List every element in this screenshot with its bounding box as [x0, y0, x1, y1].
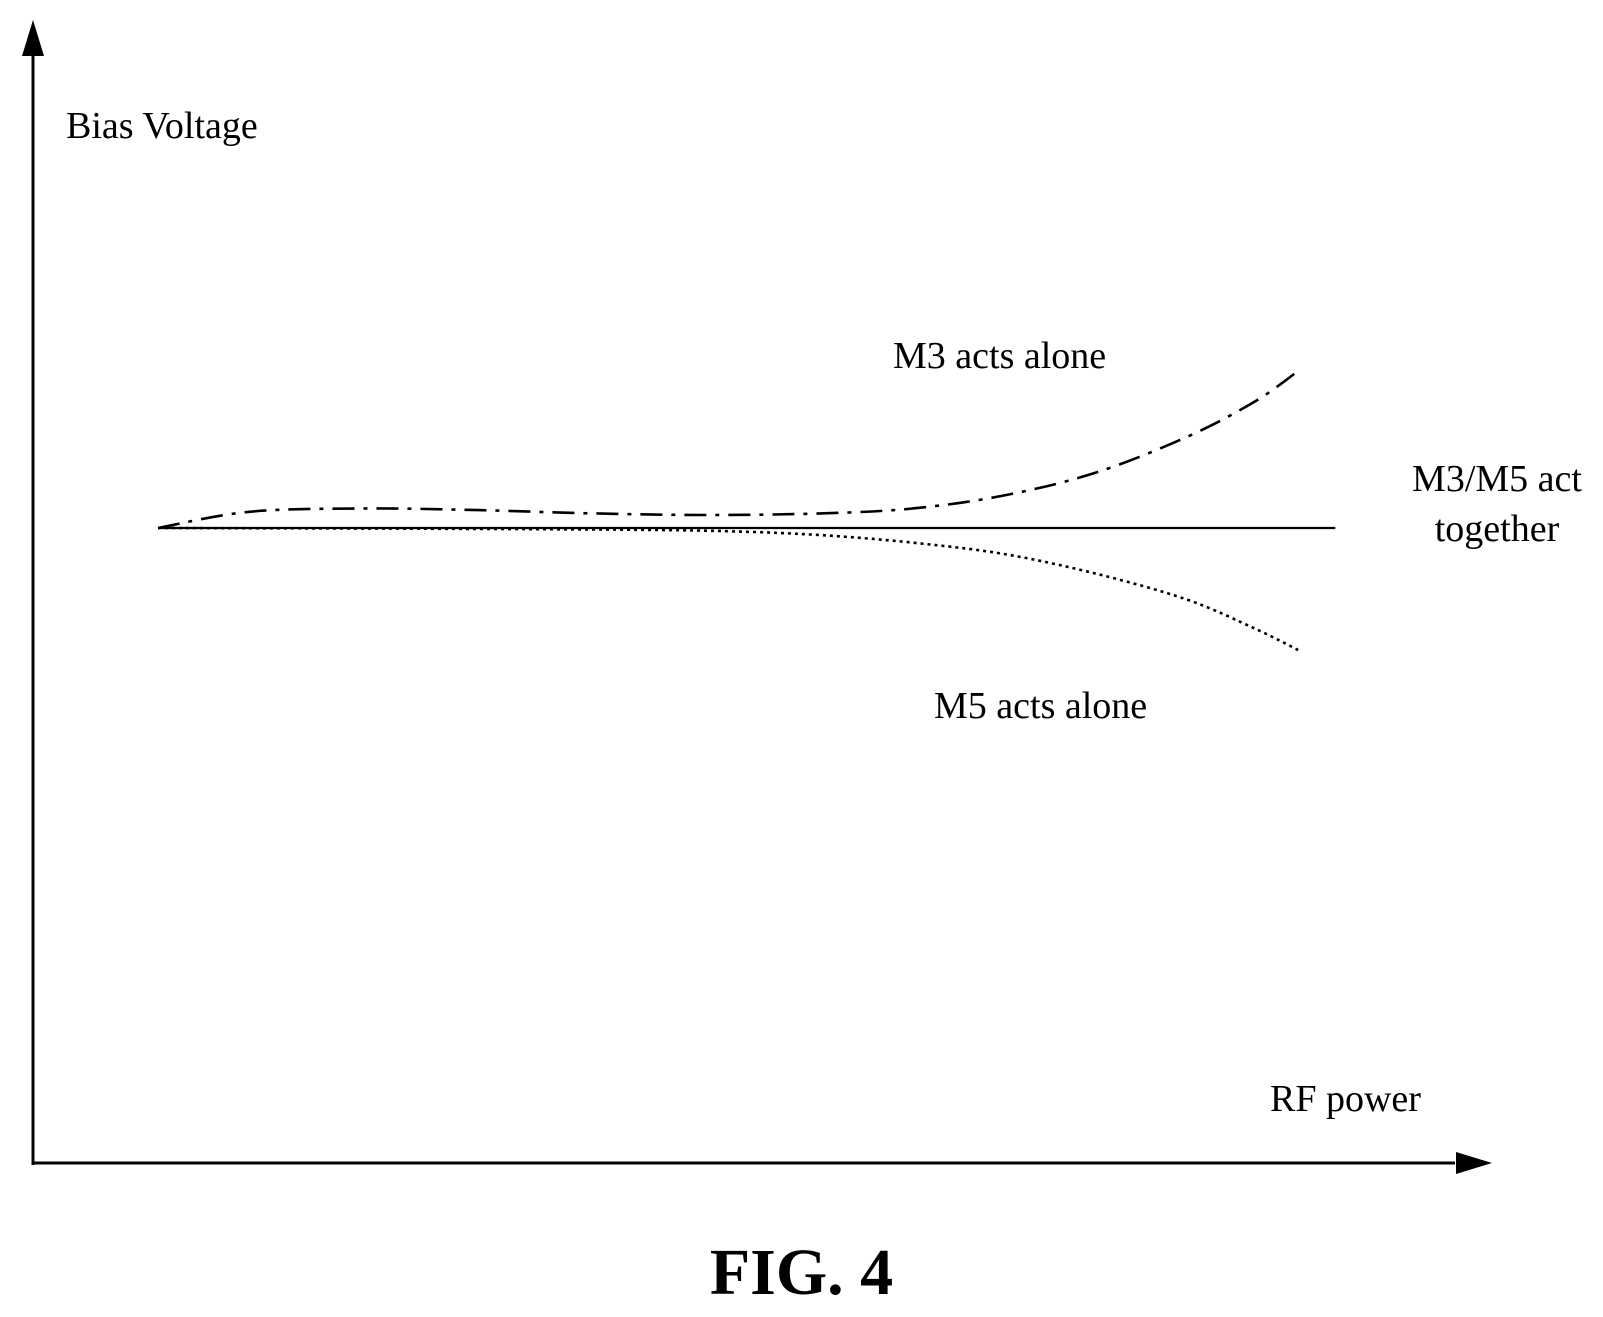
series-label-line: M3 acts alone [893, 335, 1106, 377]
annotation-layer: M3 acts alone M3/M5 act together M5 acts al… [893, 335, 1582, 727]
series-layer [157, 367, 1336, 653]
series-line-1 [157, 367, 1302, 530]
y-axis-arrow [22, 20, 44, 56]
series-label-line: M5 acts alone [934, 685, 1147, 727]
series-label-2: M3/M5 act together [1412, 458, 1582, 550]
x-axis-label: RF power [1270, 1078, 1421, 1120]
series-label-1: M3 acts alone [893, 335, 1106, 377]
series-label-line: M3/M5 act [1412, 458, 1582, 500]
y-axis-label: Bias Voltage [66, 105, 258, 147]
axes [22, 20, 1492, 1174]
series-label-3: M5 acts alone [934, 685, 1147, 727]
x-axis-arrow [1456, 1152, 1492, 1174]
series-line-3 [157, 526, 1302, 653]
series-label-line: together [1435, 508, 1560, 550]
figure-caption: FIG. 4 [709, 1236, 894, 1309]
